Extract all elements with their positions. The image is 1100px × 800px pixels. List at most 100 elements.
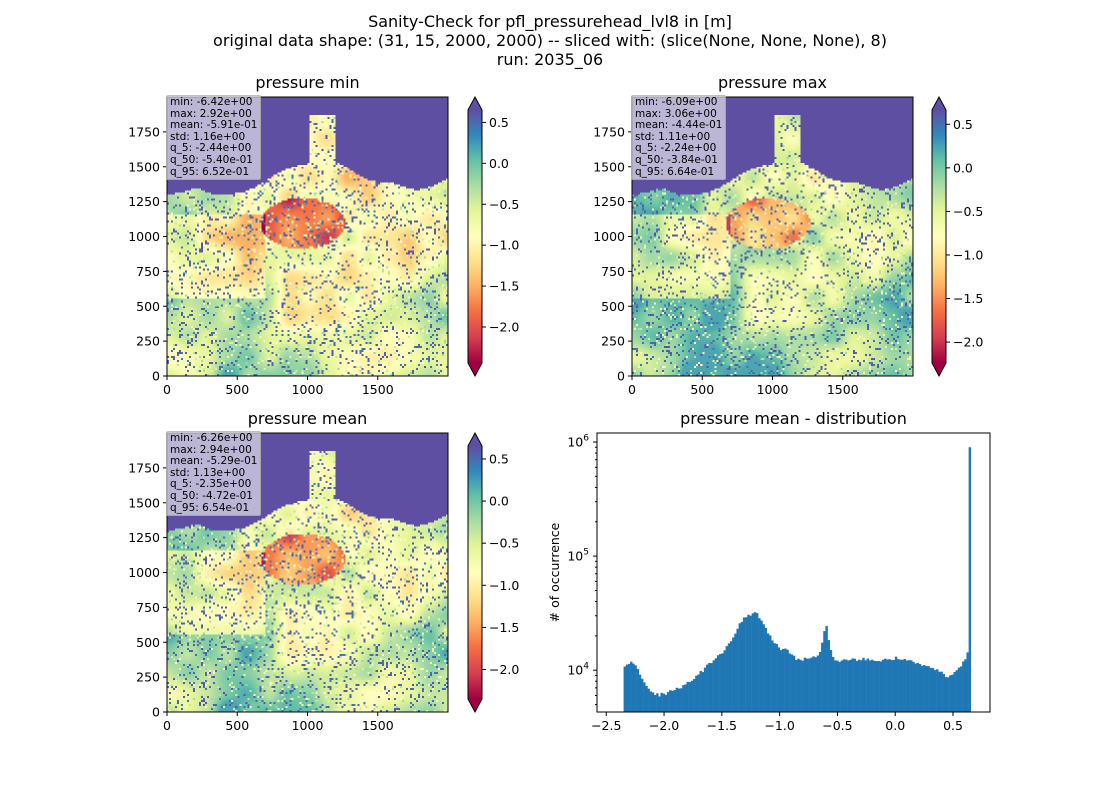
stat-line: max: 3.06e+00: [635, 107, 717, 120]
y-tick-label: 750: [136, 264, 160, 279]
histogram-bar: [795, 659, 798, 712]
histogram-bar: [959, 666, 963, 712]
histogram-bar: [862, 657, 865, 712]
x-tick-label: −0.5: [822, 718, 852, 733]
x-tick-label: 0: [163, 382, 171, 397]
histogram-bar: [901, 659, 904, 712]
histogram-bar: [773, 643, 776, 712]
histogram-bar: [864, 660, 867, 712]
y-tick-label: 104: [567, 662, 589, 678]
y-tick-label: 250: [136, 670, 160, 685]
histogram-bar: [955, 670, 959, 712]
histogram-bar: [768, 635, 772, 712]
histogram-bar: [727, 643, 731, 712]
x-tick-label: −2.0: [649, 718, 679, 733]
x-tick-label: 1000: [292, 382, 324, 397]
stat-line: std: 1.11e+00: [635, 130, 711, 143]
colorbar-tick-label: 0.5: [489, 115, 509, 130]
histogram-bar: [740, 621, 744, 712]
stat-line: min: -6.26e+00: [170, 432, 253, 444]
colorbar-tick-label: 0.5: [953, 117, 973, 132]
stat-line: max: 2.92e+00: [170, 107, 252, 120]
colorbar-outline: [467, 431, 483, 714]
histogram-bar: [814, 657, 817, 712]
histogram-bar: [688, 682, 692, 712]
histogram-bar: [942, 674, 946, 712]
histogram-bar: [803, 657, 807, 712]
histogram-bar: [931, 668, 935, 712]
histogram-bar: [680, 688, 683, 712]
histogram-bar: [940, 671, 943, 712]
histogram-bar: [851, 658, 854, 712]
stat-line: mean: -5.29e-01: [170, 455, 258, 468]
stat-line: q_95: 6.52e-01: [170, 165, 250, 178]
y-tick-label: 1000: [128, 565, 160, 580]
histogram-bar: [936, 669, 939, 712]
x-tick-label: 0: [628, 382, 636, 397]
histogram-panel: pressure mean - distribution −2.5 −2.0 −1.5…: [547, 409, 991, 733]
suptitle-line-1: Sanity-Check for pfl_pressurehead_lvl8 i…: [368, 12, 732, 31]
histogram-bar: [912, 661, 915, 712]
histogram-bar: [634, 665, 637, 712]
histogram-bar: [868, 660, 872, 712]
histogram-bar: [927, 666, 930, 712]
histogram-bar: [821, 642, 824, 712]
histogram-bar: [790, 654, 794, 712]
histogram-bar: [764, 627, 768, 712]
stats-box-min: min: -6.42e+00 max: 2.92e+00 mean: -5.91…: [166, 95, 262, 181]
histogram-bar: [779, 650, 783, 712]
histogram-bar: [745, 617, 748, 712]
colorbar-tick-label: 0.5: [489, 451, 509, 466]
histogram-bar: [693, 679, 696, 712]
stat-line: q_5: -2.24e+00: [635, 142, 717, 155]
histogram-bar: [701, 672, 705, 712]
histogram-bar: [662, 693, 666, 712]
histogram-bar: [632, 663, 635, 712]
histogram-bar: [677, 688, 681, 712]
histogram-bar: [964, 659, 967, 712]
histogram-bar: [870, 659, 874, 712]
x-tick-label: 500: [690, 382, 714, 397]
histogram-bar: [742, 617, 746, 712]
histogram-bar: [873, 660, 876, 712]
y-tick-label: 1750: [593, 124, 625, 139]
y-tick-label: 250: [601, 334, 625, 349]
x-tick-label: −1.0: [764, 718, 794, 733]
histogram-bar: [721, 653, 724, 712]
histogram-bar: [664, 694, 668, 712]
histogram-bar: [831, 656, 835, 712]
histogram-bar: [929, 667, 932, 712]
y-tick-label: 750: [601, 264, 625, 279]
histogram-bar: [690, 680, 694, 712]
stat-line: q_95: 6.64e-01: [635, 165, 715, 178]
colorbar-tick-label: −0.5: [489, 536, 519, 551]
histogram-bar: [625, 664, 629, 712]
colorbar: [932, 110, 946, 363]
histogram-bar: [899, 659, 902, 712]
x-tick-label: 500: [225, 382, 249, 397]
histogram-bar: [966, 652, 969, 712]
colorbar-extend-bottom: [468, 699, 482, 712]
colorbar-tick-label: −1.0: [489, 238, 519, 253]
histogram-bar: [910, 660, 913, 712]
stat-line: mean: -4.44e-01: [635, 119, 723, 132]
panel-title: pressure max: [718, 73, 827, 92]
histogram-bar: [797, 658, 800, 712]
colorbar-tick-label: 0.0: [953, 160, 973, 175]
colorbar-tick-label: 0.0: [489, 494, 509, 509]
histogram-bar: [666, 692, 670, 712]
histogram-bars: [623, 447, 972, 712]
histogram-bar: [762, 624, 765, 712]
panel-title: pressure mean: [248, 409, 368, 428]
histogram-bar: [881, 659, 885, 712]
histogram-bar: [649, 691, 653, 712]
stat-line: std: 1.13e+00: [170, 466, 246, 479]
histogram-bar: [686, 681, 689, 712]
colorbar-extend-top: [468, 97, 482, 110]
stats-box-max: min: -6.09e+00 max: 3.06e+00 mean: -4.44…: [631, 95, 727, 181]
histogram-bar: [684, 684, 687, 712]
stat-line: mean: -5.91e-01: [170, 119, 258, 132]
stat-line: q_50: -3.84e-01: [635, 153, 718, 166]
histogram-bar: [703, 667, 707, 712]
